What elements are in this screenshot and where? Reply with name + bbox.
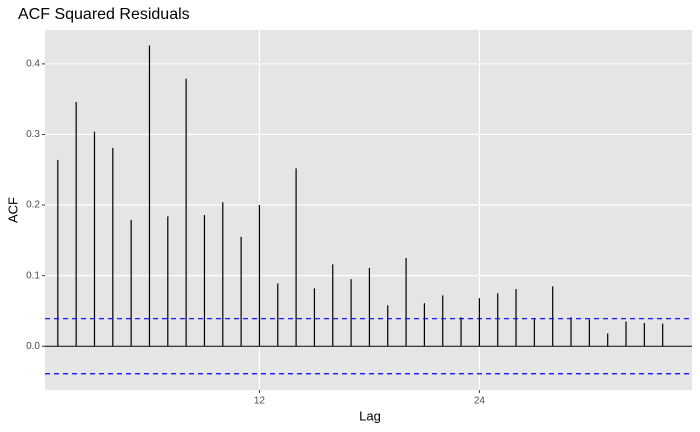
y-tick-label: 0.3 [26, 129, 40, 140]
y-axis-label: ACF [5, 197, 20, 223]
y-tick-label: 0.1 [26, 270, 40, 281]
y-tick-label: 0.4 [26, 59, 40, 70]
y-tick-label: 0.0 [26, 341, 40, 352]
chart-title: ACF Squared Residuals [18, 6, 190, 23]
y-tick-label: 0.2 [26, 200, 40, 211]
x-tick-label: 12 [254, 396, 266, 407]
x-tick-label: 24 [474, 396, 486, 407]
x-axis-label: Lag [359, 408, 381, 423]
plot-panel [45, 30, 692, 390]
